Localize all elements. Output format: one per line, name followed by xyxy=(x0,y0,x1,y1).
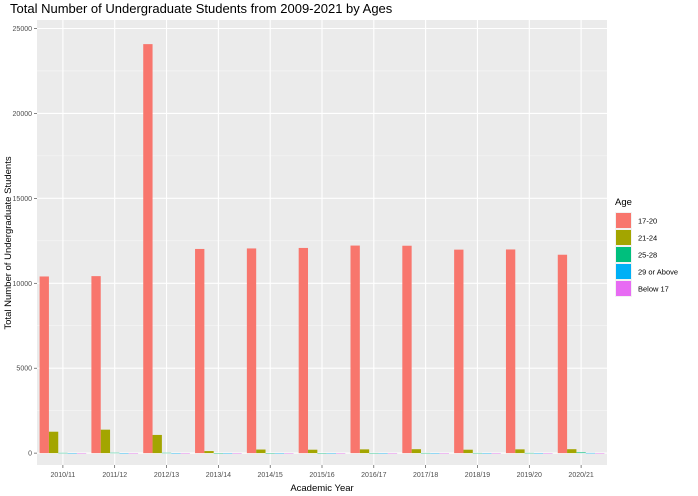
bar xyxy=(152,434,162,454)
legend-swatch xyxy=(616,213,631,228)
y-axis-title: Total Number of Undergraduate Students xyxy=(3,156,14,329)
x-tick-label: 2011/12 xyxy=(102,472,127,479)
x-tick-label: 2012/13 xyxy=(154,472,179,479)
x-axis-title: Academic Year xyxy=(290,483,353,494)
bar xyxy=(39,276,49,454)
x-tick-label: 2015/16 xyxy=(309,472,334,479)
x-tick-label: 2020/21 xyxy=(568,472,593,479)
legend-label: 21-24 xyxy=(638,234,657,243)
y-tick-label: 0 xyxy=(28,451,32,458)
legend-label: 29 or Above xyxy=(638,268,678,277)
legend-label: Below 17 xyxy=(638,285,669,294)
bar xyxy=(246,248,257,454)
legend: Age 17-20 21-24 25-28 29 or Above Below 17 xyxy=(615,197,678,297)
bar xyxy=(48,431,59,454)
chart-title: Total Number of Undergraduate Students f… xyxy=(10,1,393,16)
bar xyxy=(256,449,266,454)
x-axis-ticks: 2010/11 2011/12 2012/13 2013/14 2014/15 2015/… xyxy=(51,465,594,479)
y-tick-label: 25000 xyxy=(13,26,33,33)
bar xyxy=(308,449,318,454)
bar xyxy=(463,449,473,454)
x-tick-label: 2019/20 xyxy=(517,472,542,479)
x-tick-label: 2013/14 xyxy=(206,472,231,479)
legend-label: 17-20 xyxy=(638,217,657,226)
bars xyxy=(39,44,605,454)
y-tick-label: 20000 xyxy=(13,111,33,118)
bar xyxy=(557,254,568,454)
bar xyxy=(454,249,464,454)
x-tick-label: 2016/17 xyxy=(361,472,386,479)
bar xyxy=(100,429,111,454)
legend-swatch xyxy=(616,264,631,279)
gridlines xyxy=(37,20,607,465)
bar xyxy=(143,44,153,454)
bar xyxy=(350,245,360,454)
bar xyxy=(411,449,421,454)
legend-label: 25-28 xyxy=(638,251,657,260)
y-tick-label: 15000 xyxy=(13,196,33,203)
legend-swatch xyxy=(616,247,631,262)
bar xyxy=(91,276,101,454)
bar xyxy=(402,245,412,454)
bar xyxy=(195,248,205,454)
bar xyxy=(204,451,214,454)
legend-swatch xyxy=(616,230,631,245)
x-tick-label: 2014/15 xyxy=(258,472,283,479)
bar xyxy=(505,249,516,454)
x-tick-label: 2018/19 xyxy=(465,472,490,479)
bar xyxy=(567,449,577,454)
y-tick-label: 10000 xyxy=(13,281,33,288)
bar xyxy=(576,452,586,454)
bar xyxy=(515,449,525,454)
bar xyxy=(359,449,370,454)
legend-title: Age xyxy=(615,197,632,208)
x-tick-label: 2010/11 xyxy=(51,472,76,479)
legend-swatch xyxy=(616,281,631,296)
bar xyxy=(298,247,309,454)
x-tick-label: 2017/18 xyxy=(413,472,438,479)
y-axis-ticks: 0 5000 10000 15000 20000 25000 xyxy=(13,26,37,458)
y-tick-label: 5000 xyxy=(16,366,32,373)
